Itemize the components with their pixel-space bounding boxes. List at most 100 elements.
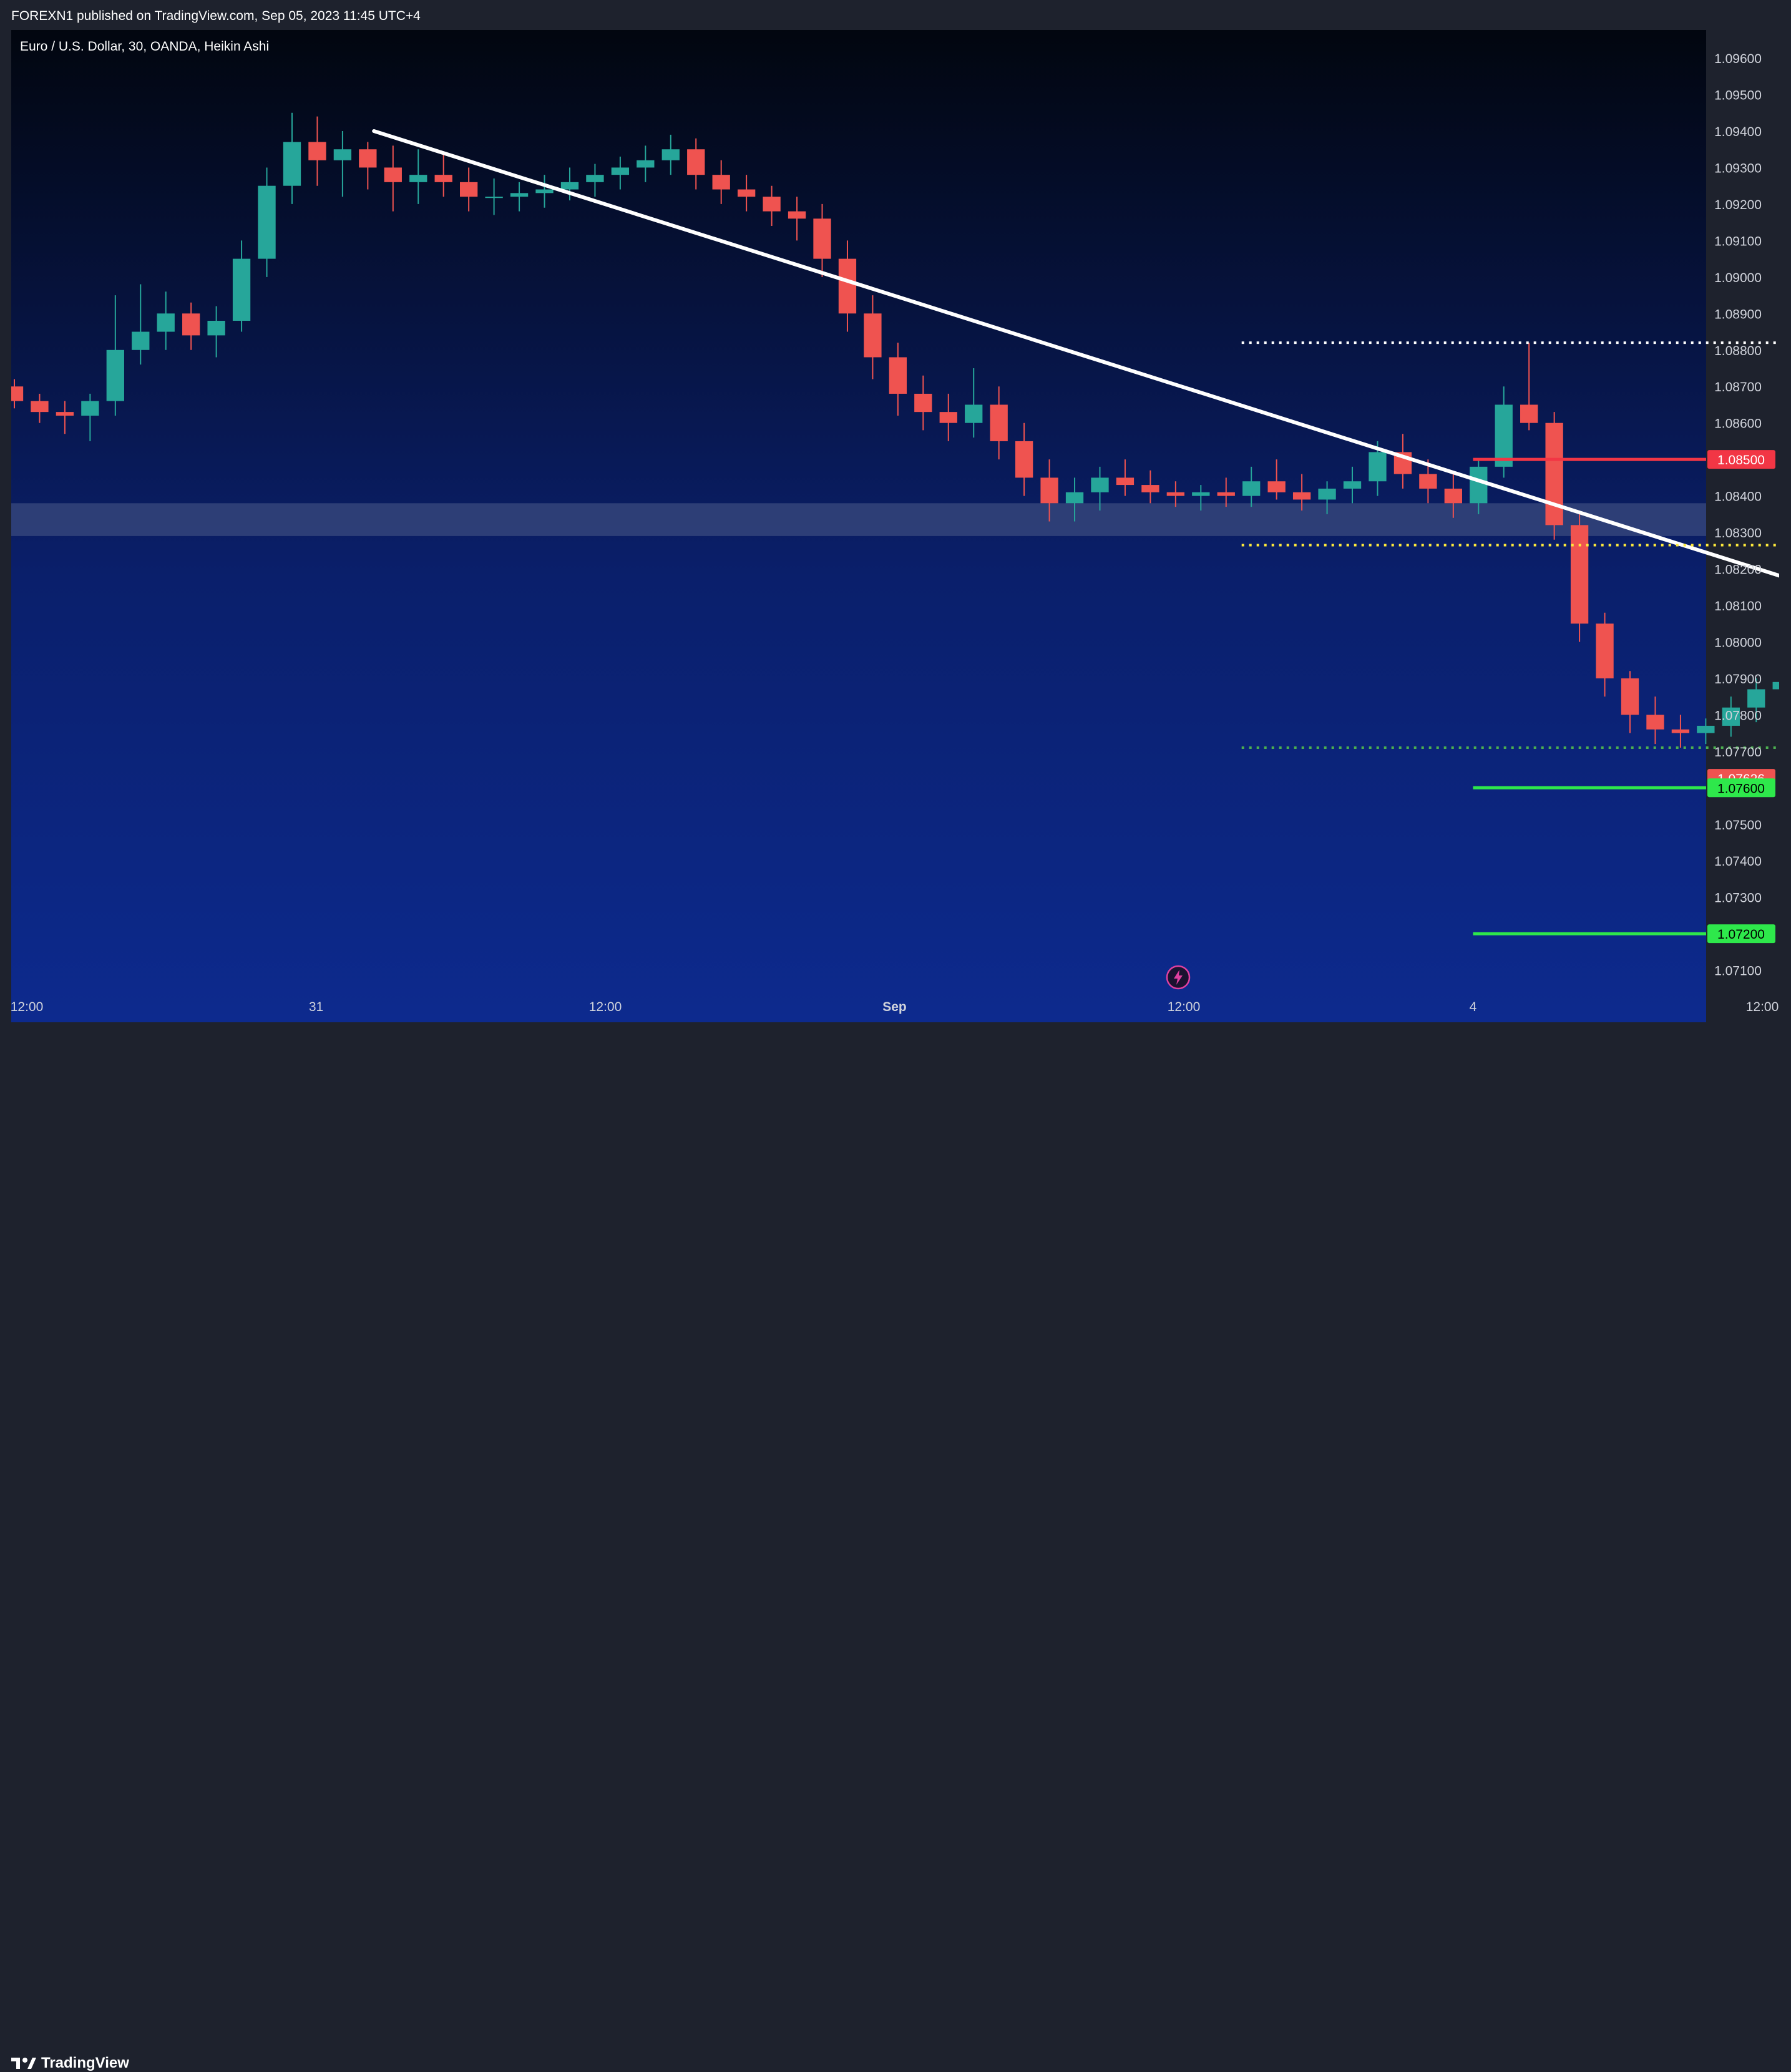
candle [333, 131, 352, 197]
candle [914, 375, 932, 431]
candle [1116, 459, 1135, 496]
support-zone [11, 503, 1706, 536]
candle [990, 386, 1008, 460]
chart-area[interactable]: 100.00%50.00%0.00% 1.096001.095001.09400… [11, 30, 1779, 1022]
y-tick-label: 1.09400 [1714, 125, 1762, 139]
x-tick-label: 12:00 [1746, 1000, 1779, 1014]
y-tick-label: 1.09100 [1714, 234, 1762, 248]
price-label-box [1707, 450, 1775, 469]
candle [813, 203, 831, 277]
candle [157, 291, 175, 350]
y-tick-label: 1.09300 [1714, 161, 1762, 175]
price-axis-background [1706, 30, 1779, 1022]
y-tick-label: 1.09500 [1714, 89, 1762, 103]
candle [106, 295, 124, 416]
candle [788, 197, 806, 241]
x-tick-label: 31 [309, 1000, 323, 1014]
candle [384, 145, 402, 212]
candle [182, 302, 200, 350]
publish-header: FOREXN1 published on TradingView.com, Se… [0, 0, 1791, 30]
candle [510, 182, 529, 212]
candle [1646, 696, 1664, 745]
candle [56, 401, 74, 434]
candle [586, 164, 604, 197]
candle [965, 368, 983, 438]
y-tick-label: 1.07800 [1714, 708, 1762, 723]
price-label: 1.07200 [1717, 927, 1765, 942]
candle [359, 142, 377, 190]
candle [207, 306, 225, 358]
candle [1520, 343, 1538, 431]
candle [939, 393, 957, 441]
y-tick-label: 1.07100 [1714, 964, 1762, 979]
lightning-icon[interactable] [1166, 965, 1191, 990]
candle [1242, 466, 1261, 507]
tradingview-brand: TradingView [41, 2055, 129, 2071]
candle [485, 178, 503, 215]
candle [1470, 459, 1488, 514]
candle [1318, 481, 1336, 514]
candle [838, 240, 857, 332]
y-tick-label: 1.07500 [1714, 818, 1762, 833]
candle [1015, 423, 1033, 496]
candle [1722, 696, 1740, 737]
y-tick-label: 1.07300 [1714, 891, 1762, 906]
candle [132, 284, 150, 365]
candle [1671, 715, 1690, 748]
footer: TradingView [0, 1022, 1791, 2071]
candle [1192, 485, 1210, 511]
candle [1570, 514, 1589, 642]
y-tick-label: 1.08600 [1714, 417, 1762, 431]
candle [1091, 466, 1109, 511]
candle [11, 379, 24, 409]
candle [1267, 459, 1286, 500]
candle [535, 175, 554, 208]
y-tick-label: 1.07700 [1714, 745, 1762, 760]
y-tick-label: 1.08900 [1714, 307, 1762, 321]
trendline[interactable] [372, 129, 1779, 708]
candle [459, 167, 478, 212]
candle [864, 295, 882, 379]
tradingview-logo[interactable]: TradingView [11, 2055, 129, 2072]
y-tick-label: 1.09000 [1714, 271, 1762, 285]
candle [283, 112, 301, 204]
candle [737, 175, 756, 212]
chart-canvas[interactable]: 100.00%50.00%0.00% 1.096001.095001.09400… [11, 30, 1779, 1022]
candle [81, 393, 99, 441]
candle [1697, 718, 1715, 745]
y-tick-label: 1.07400 [1714, 854, 1762, 869]
y-tick-label: 1.08300 [1714, 526, 1762, 540]
y-tick-label: 1.09200 [1714, 198, 1762, 212]
candle [1141, 470, 1159, 504]
candle [1621, 671, 1639, 733]
candle [1747, 678, 1765, 723]
candle [712, 160, 730, 204]
candle [409, 149, 427, 204]
candle [889, 343, 907, 416]
candle [1772, 682, 1779, 690]
candle [687, 138, 705, 190]
price-label: 1.07600 [1717, 781, 1765, 796]
candle [232, 240, 251, 332]
x-tick-label: 4 [1470, 1000, 1477, 1014]
candle [1596, 612, 1614, 697]
y-tick-label: 1.08100 [1714, 599, 1762, 613]
candle [1444, 474, 1462, 518]
x-tick-label: 12:00 [11, 1000, 43, 1014]
y-tick-label: 1.08700 [1714, 380, 1762, 394]
candle [1369, 441, 1387, 496]
candle [1217, 477, 1235, 507]
candle [1065, 477, 1084, 522]
candle [1419, 459, 1437, 504]
candle [1292, 474, 1311, 511]
y-tick-label: 1.08000 [1714, 635, 1762, 650]
candle [611, 156, 630, 190]
x-tick-label: 12:00 [589, 1000, 622, 1014]
candle [434, 153, 452, 197]
candle [1343, 466, 1362, 504]
candle [1545, 412, 1563, 540]
price-label-box [1707, 778, 1775, 798]
y-tick-label: 1.07900 [1714, 672, 1762, 687]
candle [258, 167, 276, 277]
price-label: 1.08500 [1717, 453, 1765, 467]
